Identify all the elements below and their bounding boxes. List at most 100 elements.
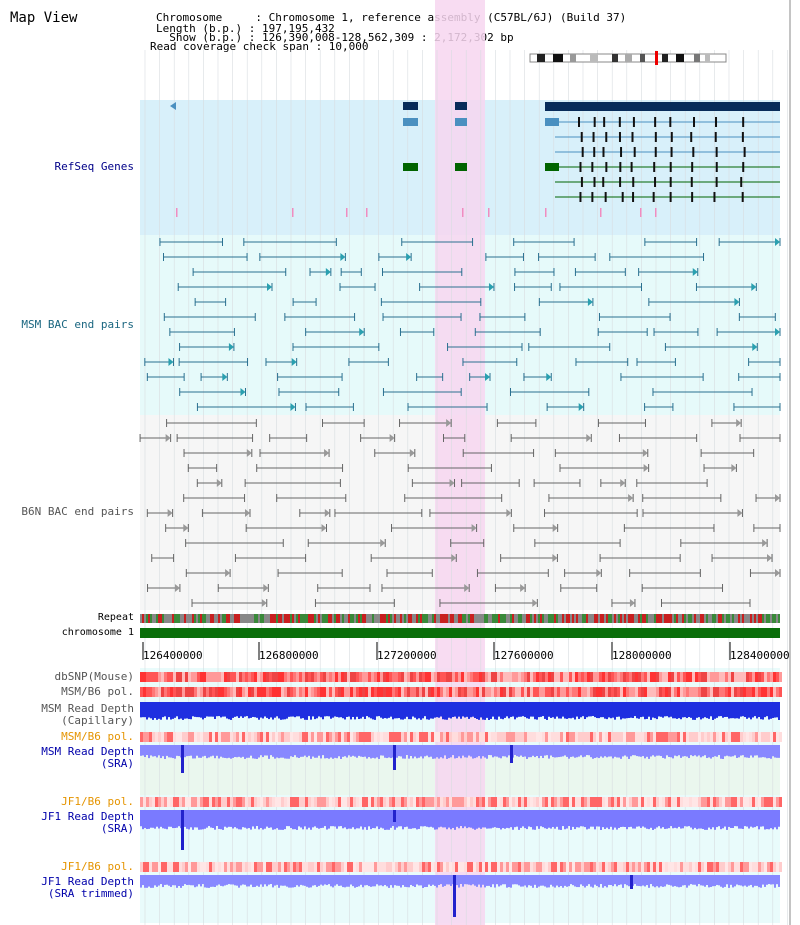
depth-bar: [430, 875, 432, 886]
depth-bar: [242, 702, 244, 718]
depth-bar: [388, 875, 390, 888]
depth-bar: [336, 745, 338, 759]
depth-bar: [576, 875, 578, 888]
depth-bar: [436, 702, 438, 718]
depth-bar: [610, 702, 612, 719]
heat-cell: [602, 797, 605, 807]
heat-cell: [377, 862, 380, 872]
heat-cell: [557, 687, 560, 697]
depth-bar: [260, 810, 262, 828]
depth-bar: [314, 810, 316, 827]
heat-cell: [212, 862, 215, 872]
depth-bar: [720, 745, 722, 759]
depth-bar: [500, 745, 502, 759]
heat-cell: [677, 797, 680, 807]
depth-bar: [194, 702, 196, 717]
heat-cell: [683, 687, 686, 697]
heat-cell: [629, 687, 632, 697]
depth-bar: [316, 810, 318, 828]
depth-bar: [376, 702, 378, 717]
depth-bar: [548, 745, 550, 759]
heat-cell: [533, 732, 536, 742]
heat-cell: [590, 862, 593, 872]
depth-bar: [312, 702, 314, 717]
depth-bar: [622, 745, 624, 757]
repeat-mark: [554, 614, 556, 623]
depth-bar: [284, 702, 286, 720]
depth-bar: [470, 810, 472, 828]
repeat-mark: [500, 614, 502, 623]
depth-bar: [214, 875, 216, 887]
heat-cell: [254, 687, 257, 697]
depth-bar: [504, 875, 506, 885]
depth-bar: [228, 810, 230, 827]
depth-bar: [422, 702, 424, 719]
repeat-mark: [258, 614, 260, 623]
depth-bar: [564, 810, 566, 830]
depth-bar: [756, 875, 758, 886]
heat-cell: [455, 862, 458, 872]
heat-cell: [692, 672, 695, 682]
repeat-mark: [616, 614, 618, 623]
repeat-mark: [504, 614, 506, 623]
repeat-mark: [284, 614, 286, 623]
depth-bar: [684, 702, 686, 718]
repeat-mark: [438, 614, 440, 623]
heat-cell: [443, 687, 446, 697]
depth-bar: [444, 810, 446, 828]
heat-cell: [371, 672, 374, 682]
heat-cell: [350, 687, 353, 697]
depth-bar: [162, 702, 164, 718]
heat-cell: [671, 862, 674, 872]
heat-cell: [719, 687, 722, 697]
repeat-mark: [492, 614, 494, 623]
heat-cell: [491, 797, 494, 807]
depth-bar: [686, 702, 688, 719]
depth-bar: [216, 702, 218, 717]
depth-bar: [368, 702, 370, 718]
depth-bar: [540, 810, 542, 827]
depth-bar: [346, 875, 348, 887]
heat-cell: [656, 732, 659, 742]
heat-cell: [194, 672, 197, 682]
heat-cell: [617, 797, 620, 807]
bac-arrow: [692, 268, 698, 276]
depth-bar: [280, 745, 282, 758]
repeat-mark: [394, 614, 396, 623]
heat-cell: [140, 862, 143, 872]
depth-bar: [274, 875, 276, 886]
repeat-mark: [602, 614, 604, 623]
heat-cell: [326, 687, 329, 697]
depth-bar: [578, 745, 580, 757]
heat-cell: [176, 797, 179, 807]
depth-bar: [298, 702, 300, 717]
heat-cell: [356, 797, 359, 807]
depth-bar: [664, 745, 666, 759]
depth-bar: [278, 810, 280, 830]
heat-cell: [713, 672, 716, 682]
heat-cell: [512, 687, 515, 697]
depth-bar: [658, 745, 660, 756]
gene-exon: [670, 132, 673, 142]
heat-cell: [212, 687, 215, 697]
heat-cell: [776, 672, 779, 682]
depth-bar: [450, 875, 452, 886]
depth-bar: [342, 875, 344, 888]
depth-bar: [428, 702, 430, 720]
heat-cell: [140, 672, 143, 682]
repeat-mark: [680, 614, 682, 623]
heat-cell: [389, 687, 392, 697]
heat-cell: [323, 862, 326, 872]
heat-cell: [317, 687, 320, 697]
heat-cell: [638, 687, 641, 697]
repeat-mark: [306, 614, 308, 623]
depth-bar: [224, 702, 226, 717]
ideogram-position-marker: [655, 51, 658, 65]
heat-cell: [599, 672, 602, 682]
heat-cell: [194, 732, 197, 742]
depth-bar: [284, 810, 286, 830]
repeat-mark: [398, 614, 400, 623]
depth-bar: [424, 702, 426, 717]
repeat-mark: [426, 614, 428, 623]
